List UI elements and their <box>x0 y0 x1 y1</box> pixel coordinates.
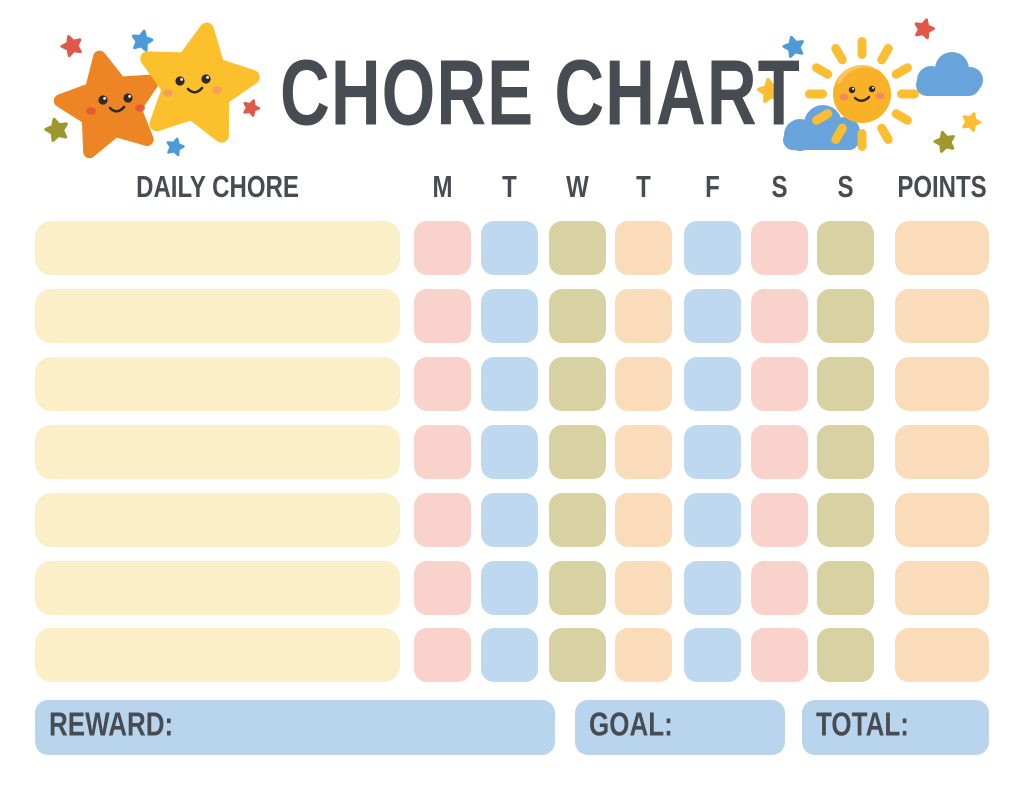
day-cell[interactable] <box>481 493 538 547</box>
sparkle-star-icon <box>129 27 155 53</box>
stars-decoration <box>42 13 275 165</box>
total-field[interactable]: TOTAL: <box>802 700 989 755</box>
day-cell[interactable] <box>414 289 471 343</box>
day-cell[interactable] <box>549 628 606 682</box>
day-header-1: M <box>432 170 453 205</box>
day-header-5: F <box>705 170 720 205</box>
sparkle-star-icon <box>164 135 187 158</box>
day-cell[interactable] <box>817 221 874 275</box>
day-cell[interactable] <box>615 289 672 343</box>
chore-name-field[interactable] <box>35 493 400 547</box>
day-cell[interactable] <box>751 221 808 275</box>
cloud-icon <box>783 105 860 151</box>
sparkle-star-icon <box>911 16 937 41</box>
yellow-star-icon <box>137 21 259 139</box>
day-header-3: W <box>566 170 589 205</box>
total-label: TOTAL: <box>816 704 909 743</box>
day-cell[interactable] <box>481 289 538 343</box>
day-cell[interactable] <box>615 561 672 615</box>
day-cell[interactable] <box>751 357 808 411</box>
day-cell[interactable] <box>684 561 741 615</box>
day-cell[interactable] <box>817 561 874 615</box>
day-cell[interactable] <box>817 425 874 479</box>
day-cell[interactable] <box>481 425 538 479</box>
day-cell[interactable] <box>817 628 874 682</box>
goal-field[interactable]: GOAL: <box>575 700 785 755</box>
goal-label: GOAL: <box>589 704 673 743</box>
points-cell[interactable] <box>895 425 989 479</box>
day-cell[interactable] <box>414 561 471 615</box>
day-cell[interactable] <box>481 357 538 411</box>
sun-clouds-decoration <box>755 16 984 154</box>
reward-field[interactable]: REWARD: <box>35 700 555 755</box>
day-cell[interactable] <box>549 289 606 343</box>
chore-name-field[interactable] <box>35 425 400 479</box>
points-cell[interactable] <box>895 628 989 682</box>
day-cell[interactable] <box>684 289 741 343</box>
points-cell[interactable] <box>895 561 989 615</box>
day-cell[interactable] <box>684 628 741 682</box>
orange-star-icon <box>53 47 165 155</box>
day-header-2: T <box>502 170 517 205</box>
points-cell[interactable] <box>895 289 989 343</box>
sun-rays-icon <box>805 37 919 151</box>
day-cell[interactable] <box>751 289 808 343</box>
sun-icon <box>833 63 891 123</box>
day-cell[interactable] <box>615 493 672 547</box>
day-cell[interactable] <box>549 357 606 411</box>
points-cell[interactable] <box>895 221 989 275</box>
day-cell[interactable] <box>684 221 741 275</box>
day-cell[interactable] <box>615 425 672 479</box>
daily-chore-header: DAILY CHORE <box>136 170 299 205</box>
day-cell[interactable] <box>481 561 538 615</box>
day-header-4: T <box>636 170 651 205</box>
day-cell[interactable] <box>414 357 471 411</box>
day-cell[interactable] <box>817 357 874 411</box>
day-cell[interactable] <box>549 493 606 547</box>
chore-name-field[interactable] <box>35 289 400 343</box>
chore-name-field[interactable] <box>35 221 400 275</box>
day-header-6: S <box>771 170 788 205</box>
points-header: POINTS <box>897 170 987 205</box>
chore-name-field[interactable] <box>35 561 400 615</box>
reward-label: REWARD: <box>49 704 174 743</box>
day-cell[interactable] <box>817 289 874 343</box>
points-cell[interactable] <box>895 357 989 411</box>
chore-name-field[interactable] <box>35 357 400 411</box>
day-cell[interactable] <box>615 221 672 275</box>
sparkle-star-icon <box>42 115 72 143</box>
day-cell[interactable] <box>481 221 538 275</box>
day-cell[interactable] <box>751 561 808 615</box>
day-cell[interactable] <box>414 221 471 275</box>
day-cell[interactable] <box>751 628 808 682</box>
day-cell[interactable] <box>615 357 672 411</box>
day-cell[interactable] <box>414 628 471 682</box>
day-cell[interactable] <box>481 628 538 682</box>
sparkle-star-icon <box>58 31 86 59</box>
sparkle-star-icon <box>931 128 958 154</box>
chore-name-field[interactable] <box>35 628 400 682</box>
day-cell[interactable] <box>817 493 874 547</box>
day-cell[interactable] <box>549 221 606 275</box>
day-cell[interactable] <box>684 493 741 547</box>
sparkle-star-icon <box>959 109 984 134</box>
day-cell[interactable] <box>414 493 471 547</box>
day-cell[interactable] <box>615 628 672 682</box>
day-header-7: S <box>837 170 854 205</box>
day-cell[interactable] <box>751 493 808 547</box>
day-cell[interactable] <box>549 561 606 615</box>
day-cell[interactable] <box>684 357 741 411</box>
sparkle-star-icon <box>240 96 263 118</box>
day-cell[interactable] <box>684 425 741 479</box>
cloud-icon <box>916 52 983 96</box>
page-title: CHORE CHART <box>280 41 801 145</box>
day-cell[interactable] <box>414 425 471 479</box>
day-cell[interactable] <box>549 425 606 479</box>
day-cell[interactable] <box>751 425 808 479</box>
points-cell[interactable] <box>895 493 989 547</box>
